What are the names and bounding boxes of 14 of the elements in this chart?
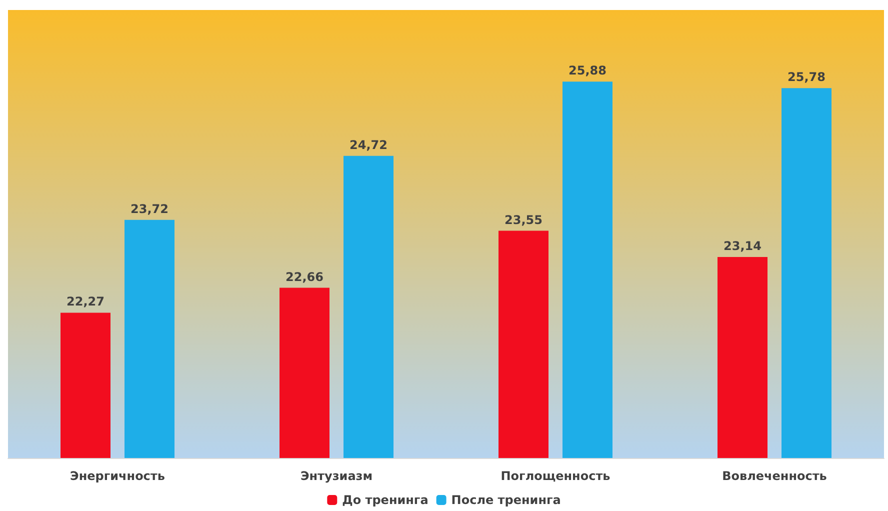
x-tick-label: Поглощенность — [500, 469, 611, 483]
data-label: 23,14 — [724, 239, 762, 254]
data-label: 24,72 — [350, 138, 388, 152]
x-tick-label: Энергичность — [70, 469, 166, 483]
legend-label: После тренинга — [451, 493, 561, 507]
legend-label: До тренинга — [342, 493, 428, 507]
x-tick-label: Энтузиазм — [300, 469, 373, 483]
x-tick-label: Вовлеченность — [722, 469, 828, 483]
data-label: 23,55 — [504, 212, 542, 227]
data-label: 23,72 — [130, 202, 168, 216]
data-label: 22,66 — [286, 270, 324, 284]
data-label: 25,88 — [568, 64, 606, 78]
data-label: 25,78 — [788, 70, 826, 84]
data-label: 22,27 — [66, 294, 104, 309]
